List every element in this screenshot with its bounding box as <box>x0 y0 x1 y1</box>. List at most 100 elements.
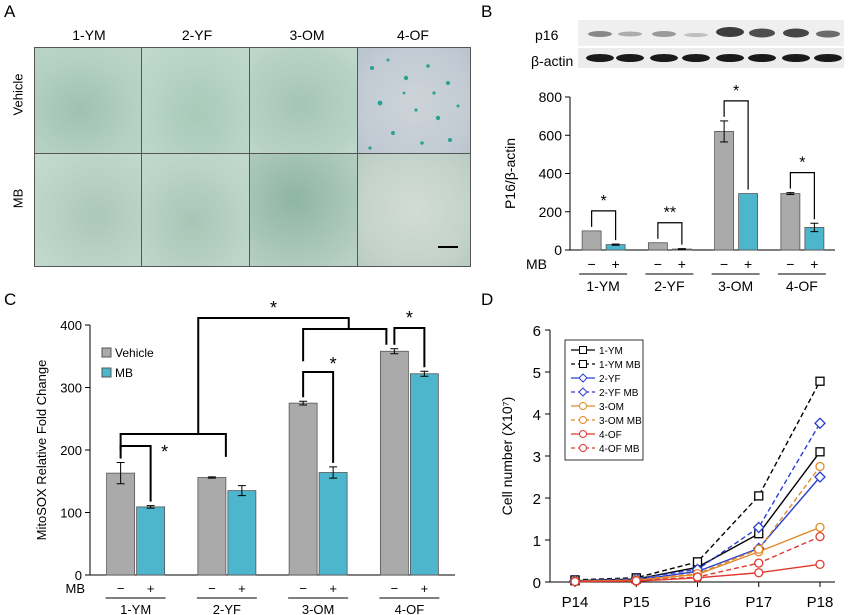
y-axis-title: MitoSOX Relative Fold Change <box>34 360 49 541</box>
panel-label-b: B <box>481 2 493 21</box>
data-point <box>752 521 765 534</box>
y-tick-label: 6 <box>533 323 541 340</box>
data-point <box>814 471 826 483</box>
significance-bracket-age <box>197 317 350 434</box>
legend-marker <box>579 444 587 452</box>
bar-mb <box>318 472 348 576</box>
data-point <box>815 461 825 472</box>
column-title-4-of: 4-OF <box>397 27 429 43</box>
treatment-plus: + <box>421 581 429 596</box>
legend-swatch-vehicle <box>101 347 112 358</box>
treatment-minus: − <box>117 581 125 596</box>
micrograph-mb-4-of <box>357 153 471 267</box>
legend-marker <box>578 373 588 383</box>
legend-label: 4-OF <box>599 430 622 441</box>
y-axis-title: P16/β-actin <box>502 138 518 209</box>
significance-bracket-old <box>302 328 388 362</box>
significance-mark: * <box>733 85 739 100</box>
y-tick-label: 0 <box>554 242 562 258</box>
data-point <box>754 558 764 568</box>
treatment-minus: − <box>786 256 794 272</box>
legend-box <box>564 339 644 461</box>
significance-mark: * <box>601 193 607 210</box>
x-tick-label: P15 <box>623 594 650 611</box>
y-tick-label: 0 <box>533 575 541 592</box>
bar-vehicle <box>197 477 227 576</box>
treatment-plus: + <box>147 581 155 596</box>
legend-label-mb: MB <box>115 366 133 380</box>
micrograph-vehicle-3-om <box>249 47 363 161</box>
data-point <box>692 572 703 582</box>
data-point <box>815 522 825 533</box>
column-title-3-om: 3-OM <box>289 27 325 43</box>
bar-vehicle <box>647 242 668 251</box>
panel-label-c: C <box>4 290 17 309</box>
treatment-plus: + <box>329 581 337 596</box>
significance-bracket-young <box>119 433 227 457</box>
legend-label: 2-YF MB <box>599 388 639 399</box>
panel-label-d: D <box>481 290 494 309</box>
data-point <box>814 417 826 430</box>
treatment-minus: − <box>654 256 662 272</box>
data-point <box>754 568 764 578</box>
significance-mark: * <box>330 354 337 374</box>
senescent-stain-dots <box>368 58 460 150</box>
treatment-minus: − <box>391 581 399 596</box>
legend-label: 4-OF MB <box>599 444 640 455</box>
significance-bracket <box>119 445 152 502</box>
legend-label: 1-YM <box>599 346 623 357</box>
y-tick-label: 200 <box>539 204 563 220</box>
group-label: 1-YM <box>586 278 619 294</box>
blot-label-beta-actin: β-actin <box>531 53 574 69</box>
legend-label-vehicle: Vehicle <box>115 346 154 360</box>
x-tick-label: P18 <box>807 594 834 611</box>
row-label-mb: MB <box>10 188 26 209</box>
group-label: 2-YF <box>654 278 684 294</box>
significance-mark: * <box>799 155 805 172</box>
legend-marker <box>579 360 587 368</box>
column-title-1-ym: 1-YM <box>72 27 106 43</box>
significance-mark: * <box>161 442 168 462</box>
group-label: 4-OF <box>786 278 818 294</box>
bar-vehicle <box>581 230 602 251</box>
bar-vehicle <box>780 193 801 251</box>
y-tick-label: 200 <box>60 443 82 458</box>
data-point <box>815 376 825 386</box>
y-tick-label: 4 <box>533 407 541 424</box>
p16-bands <box>588 27 840 38</box>
data-point <box>815 531 825 542</box>
group-label: 4-OF <box>395 602 425 615</box>
actin-membrane <box>578 48 844 68</box>
bar-vehicle <box>379 350 409 576</box>
y-tick-label: 1 <box>533 533 541 550</box>
y-axis-title: Cell number (X10⁷) <box>499 397 515 516</box>
cell-number-line-chart: 0 1 2 3 4 5 6 P14 P15 P16 P17 P18 Cell number (X10⁷)… <box>499 323 835 611</box>
bar-vehicle <box>714 131 735 251</box>
significance-bracket <box>302 371 335 463</box>
significance-bracket <box>591 210 617 241</box>
legend-marker <box>579 416 587 424</box>
micrograph-mb-2-yf <box>141 153 255 267</box>
row-label-vehicle: Vehicle <box>10 73 26 116</box>
significance-bracket <box>789 172 815 220</box>
treatment-minus: − <box>588 256 596 272</box>
bar-vehicle <box>288 402 318 576</box>
blot-label-p16: p16 <box>535 27 559 43</box>
y-tick-label: 800 <box>539 89 563 105</box>
treatment-plus: + <box>612 256 620 272</box>
treatment-minus: − <box>208 581 216 596</box>
bar-vehicle <box>106 472 136 576</box>
micrograph-mb-1-ym <box>34 153 148 267</box>
treatment-plus: + <box>678 256 686 272</box>
data-point <box>754 544 764 554</box>
treatment-plus: + <box>744 256 752 272</box>
bar-mb <box>136 506 166 576</box>
legend-marker <box>579 346 587 354</box>
legend-swatch-mb <box>101 367 112 378</box>
bar-mb <box>409 373 439 576</box>
y-tick-label: 5 <box>533 365 541 382</box>
legend-label: 3-OM MB <box>599 416 642 427</box>
significance-bracket <box>723 100 749 190</box>
treatment-minus: − <box>299 581 307 596</box>
